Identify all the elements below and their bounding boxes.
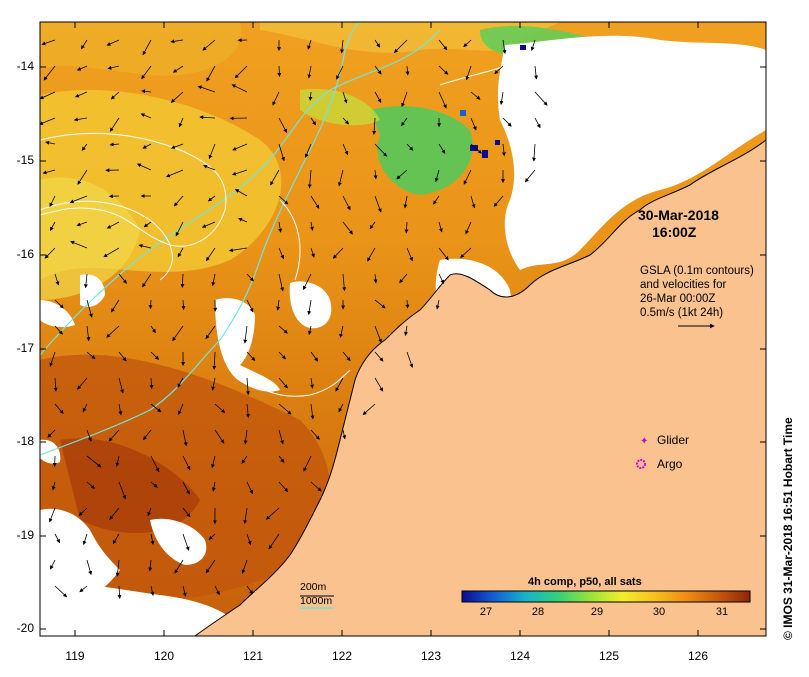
lon-tick: 119 bbox=[55, 649, 95, 663]
lon-tick: 124 bbox=[500, 649, 540, 663]
map-date: 30-Mar-2018 bbox=[638, 207, 719, 224]
lat-tick: -20 bbox=[0, 621, 34, 635]
lat-tick: -18 bbox=[0, 434, 34, 448]
lon-tick: 122 bbox=[322, 649, 362, 663]
colorbar-title: 4h comp, p50, all sats bbox=[528, 576, 642, 588]
lon-tick: 126 bbox=[678, 649, 718, 663]
sst-cold-pixel bbox=[460, 110, 466, 116]
lon-tick: 125 bbox=[589, 649, 629, 663]
gsla-info-line: and velocities for bbox=[640, 278, 726, 292]
argo-label: Argo bbox=[657, 457, 682, 471]
map-layers bbox=[40, 22, 766, 636]
colorbar bbox=[462, 591, 750, 602]
sst-cold-pixel bbox=[470, 145, 478, 151]
velocity-arrow bbox=[279, 66, 280, 76]
lon-tick: 121 bbox=[233, 649, 273, 663]
map-time: 16:00Z bbox=[652, 224, 696, 241]
lon-tick: 120 bbox=[144, 649, 184, 663]
isobath-key-1000m: 1000m bbox=[300, 595, 332, 607]
imos-credit: © IMOS 31-Mar-2018 16:51 Hobart Time bbox=[781, 417, 795, 640]
gsla-info-line: 0.5m/s (1kt 24h) bbox=[640, 306, 723, 320]
glider-symbol: ✦ bbox=[640, 436, 648, 447]
gsla-info-line: GSLA (0.1m contours) bbox=[640, 264, 754, 278]
lat-tick: -16 bbox=[0, 247, 34, 261]
colorbar-tick: 30 bbox=[644, 606, 674, 618]
colorbar-tick: 31 bbox=[707, 606, 737, 618]
lon-tick: 123 bbox=[411, 649, 451, 663]
sst-cold-pixel bbox=[520, 45, 526, 50]
glider-label: Glider bbox=[657, 433, 689, 447]
isobath-key-200m: 200m bbox=[300, 581, 326, 593]
gsla-info-line: 26-Mar 00:00Z bbox=[640, 292, 715, 306]
lat-tick: -14 bbox=[0, 59, 34, 73]
colorbar-tick: 29 bbox=[582, 606, 612, 618]
lat-tick: -15 bbox=[0, 153, 34, 167]
sst-cold-pixel bbox=[495, 140, 500, 145]
lat-tick: -17 bbox=[0, 341, 34, 355]
colorbar-tick: 27 bbox=[471, 606, 501, 618]
sst-cold-pixel bbox=[482, 150, 488, 158]
colorbar-tick: 28 bbox=[523, 606, 553, 618]
lat-tick: -19 bbox=[0, 528, 34, 542]
